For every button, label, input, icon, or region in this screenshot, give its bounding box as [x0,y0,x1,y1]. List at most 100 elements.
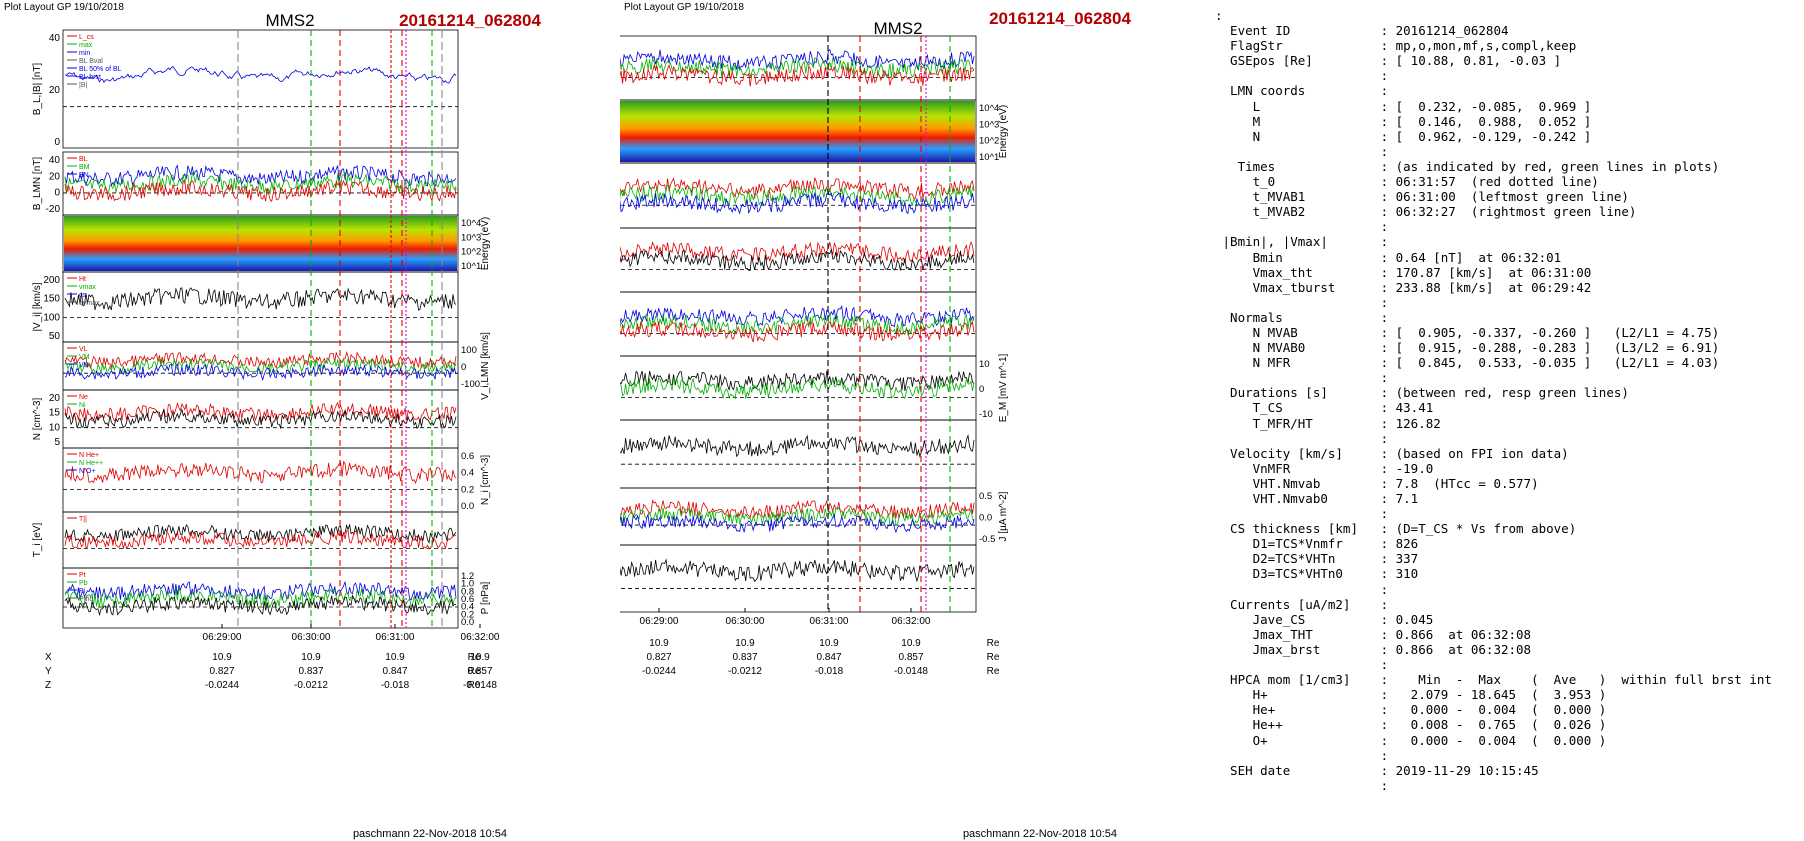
summary-line: D3=TCS*VHTn0 : 310 [1252,566,1419,582]
y-tick-label: 150 [43,294,60,305]
x-tick-label: 06:30:00 [726,616,765,627]
y-axis-label: V_i,LMN [km/s] [480,332,491,400]
right-tick-label: 0.6 [461,451,474,462]
summary-line: LMN coords : [1230,83,1389,99]
series-trace [620,192,975,215]
summary-line: : [1380,219,1389,235]
summary-line: Normals : [1230,309,1389,325]
right-tick-label: 0.0 [461,501,474,512]
x-tick-label: 06:32:00 [892,616,931,627]
coord-value: 0.827 [646,652,671,663]
coord-unit: Re [987,638,1000,649]
coord-unit: Re [468,652,481,663]
y-tick-label: 200 [43,275,60,286]
coord-name: X [45,652,52,663]
right-tick-label: 10^1 [979,152,999,163]
series-trace [64,65,457,84]
coord-value: -0.018 [381,680,410,691]
summary-line: CS thickness [km] : (D=T_CS * Vs from ab… [1230,521,1577,537]
coord-value: -0.0212 [294,680,328,691]
coord-unit: Re [468,680,481,691]
coord-value: 0.837 [298,666,323,677]
summary-line: VHT.Nmvab : 7.8 (HTcc = 0.577) [1252,475,1539,491]
event-title: 20161214_062804 [399,11,541,30]
coord-value: -0.0244 [205,680,239,691]
summary-line: T_MFR/HT : 126.82 [1252,415,1441,431]
legend-entry: BN [79,172,89,179]
y-tick-label: 40 [49,33,61,44]
series-trace [620,63,975,87]
summary-line: GSEpos [Re] : [ 10.88, 0.81, -0.03 ] [1230,53,1562,69]
summary-line: He++ : 0.008 - 0.765 ( 0.026 ) [1252,717,1607,733]
summary-line: HPCA mom [1/cm3] : Min - Max ( Ave ) wit… [1230,672,1772,688]
right-tick-label: 0.0 [979,513,992,524]
legend-entry: BL Bval [79,58,103,65]
x-tick-label: 06:32:00 [461,632,500,643]
middle-coordinate-table: X10.910.910.910.9ReY0.8270.8370.8470.857… [642,638,1000,677]
event-title: 20161214_062804 [989,9,1131,28]
legend-entry: |B| [79,82,87,89]
middle-time-axis: 06:29:00 06:30:00 06:31:00 06:32:00 [640,608,931,627]
series-trace [64,523,457,544]
legend-entry: BL 50% of BL [79,66,122,73]
legend-entry: N He+ [79,452,99,459]
panel: 100-10E_LMN [mV m^-1]ELEMEN [620,291,977,357]
panel: 0.50.0-0.5J [µA m^-2]JmaxJLJM [620,487,1009,546]
right-tick-label: 100 [461,345,477,356]
series-trace [620,434,975,458]
summary-line: VnMFR : -19.0 [1252,460,1434,476]
right-tick-label: 1.2 [461,571,474,582]
series-trace [64,408,457,430]
summary-line: : [1380,506,1389,522]
summary-line: D1=TCS*Vnmfr : 826 [1252,536,1419,552]
legend-entry: min [79,50,90,57]
coord-value: 10.9 [649,638,669,649]
right-tick-label: 0.0 [461,617,474,628]
panel-frame [62,271,459,343]
legend-entry: Pi [79,588,86,595]
legend-entry: BL brst [79,74,101,81]
middle-figure: Plot Layout GP 19/10/2018 MMS2 20161214_… [620,2,1131,840]
right-tick-label: 0 [979,384,984,395]
y-axis-label: J [µA m^-2] [998,491,1009,541]
panel-frame [620,419,977,489]
series-trace [620,247,975,271]
summary-line: : [1380,68,1389,84]
y-tick-label: 20 [49,85,61,96]
summary-line: N MFR : [ 0.845, 0.533, -0.035 ] (L2/L1 … [1252,355,1720,371]
legend-entry: dvmax [79,300,100,307]
y-tick-label: 15 [49,408,61,419]
y-axis-label: |V_i| [km/s] [32,282,43,331]
legend-entry: Ht [79,276,86,283]
y-axis-label: P [nPa] [480,581,491,614]
y-axis-label: N_i [cm^-3] [480,455,491,505]
coord-unit: Re [987,666,1000,677]
y-tick-label: 20 [49,171,61,182]
panel-frame [620,355,977,421]
coord-value: -0.0212 [728,666,762,677]
summary-line: : [1380,657,1389,673]
coord-unit: Re [987,652,1000,663]
summary-line: Jmax_THT : 0.866 at 06:32:08 [1252,626,1532,642]
summary-line: : [1380,294,1389,310]
series-trace [64,357,457,375]
coord-value: 10.9 [735,638,755,649]
summary-line: : [1380,747,1389,763]
legend-entry: VL [79,346,88,353]
summary-line: N MVAB : [ 0.905, -0.337, -0.260 ] (L2/L… [1252,324,1720,340]
right-tick-label: -10 [979,409,993,420]
coord-value: 0.847 [816,652,841,663]
footer: paschmann 22-Nov-2018 10:54 [353,828,507,840]
legend-entry: Pb [79,580,88,587]
summary-line: Times : (as indicated by red, green line… [1237,158,1720,174]
summary-line: Jave_CS : 0.045 [1252,611,1434,627]
right-tick-label: 0.4 [461,468,474,479]
left-time-axis: 06:29:00 06:30:00 06:31:00 06:32:00 [203,624,500,643]
y-axis-label: Energy (eV) [480,217,491,270]
legend-entry: N He++ [79,460,103,467]
